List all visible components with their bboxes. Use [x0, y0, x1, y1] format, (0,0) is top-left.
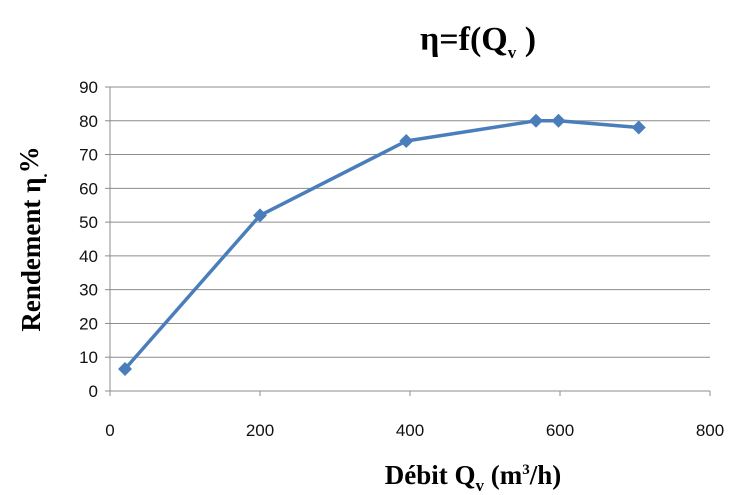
- x-axis-ticks: 0 200 400 600 800: [105, 391, 724, 440]
- data-point-marker: [631, 120, 646, 135]
- data-point-marker: [118, 362, 132, 377]
- y-tick-label-50: 50: [79, 213, 98, 232]
- y-tick-label-70: 70: [79, 146, 98, 165]
- data-point-marker: [253, 208, 267, 223]
- data-point-marker: [529, 113, 543, 128]
- y-tick-label-40: 40: [79, 247, 98, 266]
- data-point-marker: [551, 113, 566, 128]
- y-axis-ticks: 0 10 20 30 40 50 60 70 80 90: [79, 78, 110, 401]
- chart-title: η=f(Qv ): [420, 21, 536, 62]
- series-line-0: [123, 119, 639, 371]
- x-tick-label-200: 200: [246, 421, 274, 440]
- y-tick-label-30: 30: [79, 281, 98, 300]
- x-tick-label-600: 600: [546, 421, 574, 440]
- axes: [109, 87, 710, 392]
- x-tick-label-400: 400: [396, 421, 424, 440]
- series-group: [118, 113, 646, 377]
- x-tick-label-800: 800: [696, 421, 724, 440]
- x-axis-label: Débit Qv (m3/h): [385, 460, 562, 495]
- y-tick-label-90: 90: [79, 78, 98, 97]
- y-tick-label-80: 80: [79, 112, 98, 131]
- y-tick-label-60: 60: [79, 179, 98, 198]
- y-tick-label-0: 0: [89, 382, 98, 401]
- data-point-marker: [399, 134, 414, 149]
- y-tick-label-20: 20: [79, 314, 98, 333]
- x-tick-label-0: 0: [105, 421, 114, 440]
- y-tick-label-10: 10: [79, 348, 98, 367]
- y-axis-label: Rendement η.%: [14, 146, 51, 331]
- gridlines: [110, 86, 710, 358]
